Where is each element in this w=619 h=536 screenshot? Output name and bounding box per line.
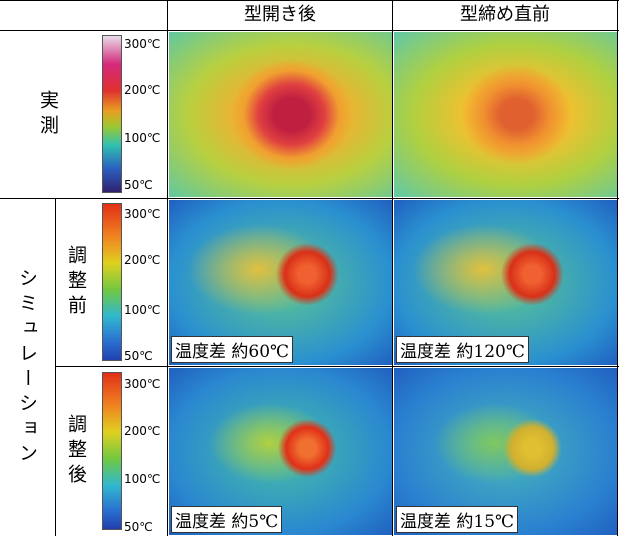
simulation-image: 温度差 約60℃	[169, 200, 392, 365]
colorbar-label: 200℃	[124, 424, 160, 438]
colorbar-label: 50℃	[124, 349, 153, 363]
group-label: シミュレーション	[0, 199, 55, 536]
rule	[55, 366, 619, 367]
row-label: 調整後	[56, 367, 97, 536]
row-label: 実測	[0, 31, 97, 198]
colorbar-label: 300℃	[124, 377, 160, 391]
caption: 温度差 約5℃	[171, 506, 282, 533]
row-label: 調整前	[56, 199, 97, 366]
simulation-image: 温度差 約5℃	[169, 368, 392, 535]
rule	[392, 0, 393, 536]
colorbar	[102, 203, 122, 361]
caption: 温度差 約15℃	[396, 506, 518, 533]
colorbar-label: 300℃	[124, 37, 160, 51]
simulation-image: 温度差 約120℃	[394, 200, 617, 365]
colorbar	[102, 35, 122, 193]
colorbar-label: 200℃	[124, 253, 160, 267]
colorbar-label: 300℃	[124, 207, 160, 221]
colorbar-label: 50℃	[124, 520, 153, 534]
colorbar-label: 100℃	[124, 472, 160, 486]
colorbar-label: 100℃	[124, 131, 160, 145]
simulation-image: 温度差 約15℃	[394, 368, 617, 535]
colorbar	[102, 372, 122, 530]
rule	[167, 0, 168, 536]
figure: 型開き後 型締め直前 実測 シミュレーション 調整前 調整後 300℃ 200℃…	[0, 0, 619, 536]
thermal-image	[169, 32, 392, 197]
colorbar-label: 200℃	[124, 83, 160, 97]
caption: 温度差 約120℃	[396, 336, 529, 363]
column-header: 型開き後	[168, 0, 392, 30]
colorbar-label: 100℃	[124, 303, 160, 317]
thermal-image	[394, 32, 617, 197]
rule	[617, 0, 618, 536]
column-header: 型締め直前	[393, 0, 617, 30]
caption: 温度差 約60℃	[171, 336, 293, 363]
colorbar-label: 50℃	[124, 178, 153, 192]
